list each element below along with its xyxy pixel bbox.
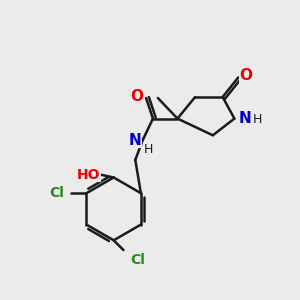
Text: Cl: Cl (130, 253, 145, 267)
Text: Cl: Cl (50, 186, 64, 200)
Text: O: O (131, 88, 144, 104)
Text: H: H (252, 113, 262, 126)
Text: N: N (129, 133, 142, 148)
Text: N: N (239, 111, 252, 126)
Text: HO: HO (76, 167, 100, 182)
Text: H: H (143, 142, 153, 155)
Text: O: O (240, 68, 253, 83)
